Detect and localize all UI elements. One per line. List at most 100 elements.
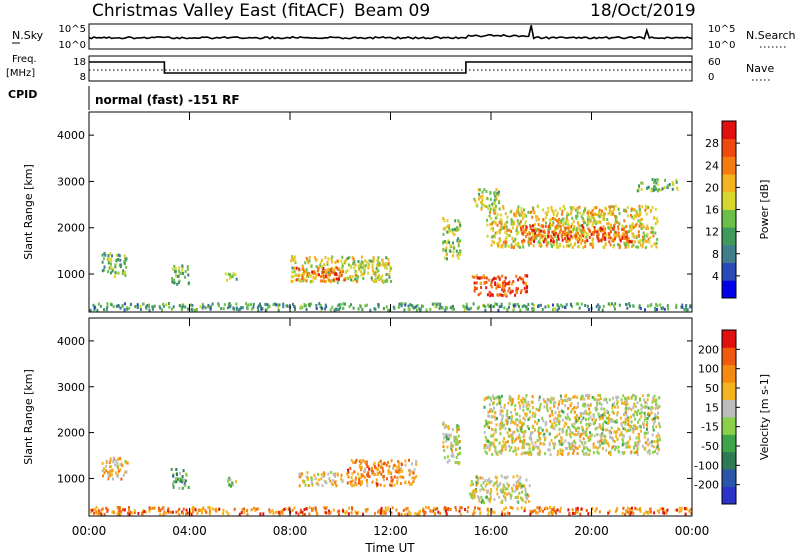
echo-region-3 bbox=[290, 255, 393, 284]
colorbar-tick-label: 100 bbox=[698, 363, 719, 376]
echo-region-2 bbox=[224, 272, 238, 282]
echo-region-2 bbox=[227, 476, 237, 488]
date-label: 18/Oct/2019 bbox=[590, 1, 696, 21]
power-y-ticks: 4000 3000 2000 1000 bbox=[57, 129, 692, 281]
colorbar-swatch bbox=[722, 138, 736, 157]
echo-region-10 bbox=[636, 178, 679, 193]
nsky-trace bbox=[88, 25, 693, 40]
velocity-colorbar-label: Velocity [m s-1] bbox=[758, 374, 771, 460]
colorbar-swatch bbox=[722, 382, 736, 400]
colorbar-swatch bbox=[722, 244, 736, 263]
x-tick-label: 12:00 bbox=[373, 524, 408, 538]
colorbar-swatch bbox=[722, 399, 736, 418]
colorbar-tick-label: 20 bbox=[705, 181, 719, 194]
colorbar-tick-label: 24 bbox=[705, 159, 719, 172]
echo-region-8 bbox=[90, 505, 693, 517]
echo-region-7 bbox=[469, 474, 531, 505]
x-tick-label: 20:00 bbox=[574, 524, 609, 538]
y-tick-label: 2000 bbox=[57, 222, 85, 235]
power-colorbar: 28 24 20 16 12 8 4 bbox=[705, 120, 740, 299]
nsky-tick-high: 10^5 bbox=[59, 24, 86, 35]
echo-region-5 bbox=[442, 217, 462, 261]
x-tick-label: 16:00 bbox=[474, 524, 509, 538]
colorbar-tick-label: 12 bbox=[705, 226, 719, 239]
echo-region-1 bbox=[170, 467, 190, 490]
colorbar-swatch bbox=[722, 191, 736, 210]
colorbar-swatch bbox=[722, 434, 736, 453]
nsearch-label: N.Search bbox=[746, 29, 796, 42]
echo-region-1 bbox=[171, 264, 191, 286]
x-tick-label: 08:00 bbox=[273, 524, 308, 538]
colorbar-tick-label: -100 bbox=[694, 459, 719, 472]
echo-region-9 bbox=[471, 274, 529, 298]
colorbar-tick-label: -50 bbox=[701, 440, 719, 453]
echo-region-4 bbox=[295, 266, 347, 283]
power-data bbox=[89, 178, 692, 312]
freq-tick-low: 8 bbox=[80, 72, 86, 83]
freq-label: Freq. bbox=[12, 54, 37, 65]
power-panel: 4000 3000 2000 1000 Slant Range [km] 28 24 20… bbox=[22, 111, 771, 313]
echo-region-0 bbox=[101, 456, 129, 481]
echo-region-11 bbox=[89, 302, 692, 312]
colorbar-swatch bbox=[722, 262, 736, 281]
colorbar-tick-label: 28 bbox=[705, 137, 719, 150]
plot-title: Christmas Valley East (fitACF) bbox=[92, 1, 345, 21]
colorbar-swatch bbox=[722, 174, 736, 193]
nave-label: Nave bbox=[746, 62, 774, 75]
power-y-label: Slant Range [km] bbox=[22, 164, 35, 260]
nsky-panel: N.Sky 10^5 10^0 10^5 10^0 N.Search bbox=[12, 23, 796, 51]
x-tick-label: 00:00 bbox=[72, 524, 107, 538]
velocity-colorbar: 200 100 50 15 -15 -50 -100 -200 bbox=[694, 329, 740, 505]
colorbar-tick-label: 15 bbox=[705, 401, 719, 414]
echo-region-6 bbox=[483, 393, 662, 457]
colorbar-swatch bbox=[722, 364, 736, 383]
y-tick-label: 3000 bbox=[57, 175, 85, 188]
freq-tick-high: 18 bbox=[73, 57, 86, 68]
colorbar-frame bbox=[721, 329, 737, 505]
y-tick-label: 4000 bbox=[57, 335, 85, 348]
echo-region-7 bbox=[486, 204, 659, 250]
colorbar-swatch bbox=[722, 330, 736, 348]
colorbar-tick-label: -15 bbox=[701, 421, 719, 434]
colorbar-swatch bbox=[722, 486, 736, 505]
nsearch-tick-low: 10^0 bbox=[708, 40, 735, 51]
colorbar-swatch bbox=[722, 121, 736, 140]
colorbar-tick-label: 200 bbox=[698, 343, 719, 356]
colorbar-swatch bbox=[722, 209, 736, 228]
echo-region-8 bbox=[520, 224, 635, 244]
colorbar-swatch bbox=[722, 280, 736, 299]
freq-trace bbox=[89, 61, 692, 74]
colorbar-tick-label: 4 bbox=[712, 270, 719, 283]
colorbar-tick-label: 8 bbox=[712, 248, 719, 261]
y-tick-label: 3000 bbox=[57, 381, 85, 394]
colorbar-tick-label: 50 bbox=[705, 382, 719, 395]
echo-region-0 bbox=[101, 251, 128, 278]
x-tick-label: 04:00 bbox=[172, 524, 207, 538]
colorbar-swatch bbox=[722, 451, 736, 470]
colorbar-swatch bbox=[722, 347, 736, 366]
colorbar-tick-label: 16 bbox=[705, 204, 719, 217]
echo-region-3 bbox=[298, 470, 344, 488]
velocity-data bbox=[90, 393, 693, 517]
nsky-tick-low: 10^0 bbox=[59, 40, 86, 51]
cpid-label: CPID bbox=[8, 88, 37, 101]
velocity-y-ticks: 4000 3000 2000 1000 bbox=[57, 335, 692, 485]
colorbar-swatch bbox=[722, 156, 736, 175]
x-tick-label: 00:00 bbox=[675, 524, 710, 538]
nsearch-tick-high: 10^5 bbox=[708, 24, 735, 35]
y-tick-label: 2000 bbox=[57, 427, 85, 440]
x-axis-ticks: 00:00 04:00 08:00 12:00 16:00 20:00 00:00 bbox=[72, 112, 710, 538]
freq-panel: Freq. [MHz] 18 8 60 0 Nave bbox=[6, 54, 774, 83]
nave-tick-low: 0 bbox=[708, 72, 714, 83]
beam-label: Beam 09 bbox=[354, 1, 430, 21]
y-tick-label: 1000 bbox=[57, 268, 85, 281]
echo-region-5 bbox=[442, 421, 461, 466]
velocity-y-label: Slant Range [km] bbox=[22, 369, 35, 465]
velocity-panel: 4000 3000 2000 1000 Slant Range [km] 200 100… bbox=[22, 317, 771, 517]
colorbar-swatch bbox=[722, 469, 736, 487]
colorbar-tick-label: -200 bbox=[694, 479, 719, 492]
colorbar-swatch bbox=[722, 417, 736, 435]
y-tick-label: 4000 bbox=[57, 129, 85, 142]
freq-unit-label: [MHz] bbox=[6, 68, 35, 79]
